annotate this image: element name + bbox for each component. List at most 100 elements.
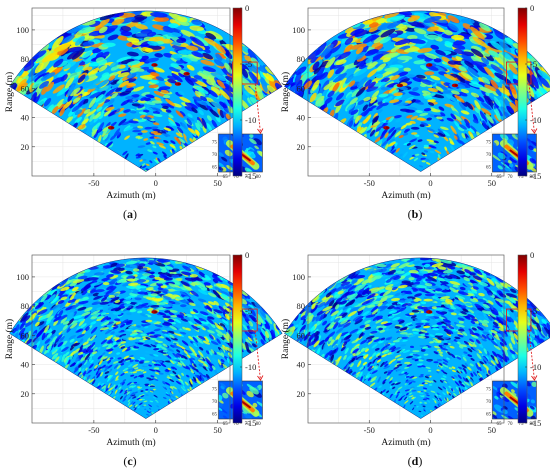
colorbar-tick-label: -5 (245, 306, 252, 316)
inset-frame (492, 380, 537, 420)
zoom-source-box (232, 308, 258, 332)
inset-x-tick-label: 75 (245, 175, 251, 180)
speckle-field (9, 10, 283, 172)
y-tick-label: 40 (21, 360, 30, 370)
inset-y-tick-label: 65 (212, 413, 218, 418)
axes-frame (31, 7, 231, 177)
inset-x-tick-label: 80 (530, 422, 536, 427)
inset-x-tick-label: 70 (234, 175, 240, 180)
inset-x-tick-label: 70 (508, 175, 514, 180)
y-tick-label: 20 (297, 142, 306, 152)
colorbar-tick-label: 0 (245, 3, 249, 13)
colorbar-tick-label: -15 (245, 171, 256, 181)
x-tick-label: -50 (364, 425, 375, 435)
y-tick-label: 20 (21, 389, 30, 399)
axes-frame (307, 7, 505, 177)
colorbar (232, 254, 243, 424)
panel-c: 65 70 75 80 65 70 75 -50 0 50 20 40 60 80 100 Azimuth (… (0, 237, 283, 474)
inset-x-tick-label: 70 (234, 422, 240, 427)
inset-x-tick-label: 75 (519, 422, 525, 427)
inset-y-tick-label: 75 (486, 387, 492, 392)
y-axis-label: Range (m) (4, 319, 15, 359)
y-tick-label: 100 (16, 272, 29, 282)
y-tick-label: 80 (21, 54, 30, 64)
colorbar (517, 254, 528, 424)
speckle-field (284, 10, 550, 168)
y-tick-label: 100 (292, 272, 305, 282)
inset-x-tick-label: 70 (508, 422, 514, 427)
inset-x-tick-label: 65 (497, 422, 503, 427)
y-axis-label: Range (m) (280, 72, 291, 112)
panel-a: 65 70 75 80 65 70 75 -50 0 50 20 40 60 80 100 Azimuth (… (0, 0, 283, 237)
panel-b: 65 70 75 80 65 70 75 -50 0 50 20 40 60 80 100 Azimuth (… (275, 0, 550, 237)
inset-image (492, 134, 537, 172)
inset-y-tick-label: 65 (486, 413, 492, 418)
caption-c: (c) (123, 454, 137, 468)
colorbar-tick-label: -5 (245, 59, 252, 69)
x-tick-label: 50 (213, 178, 222, 188)
colorbar-tick-label: -5 (530, 59, 537, 69)
zoom-arrow (528, 83, 535, 134)
y-tick-label: 20 (297, 389, 306, 399)
x-axis-label: Azimuth (m) (381, 190, 430, 201)
colorbar (517, 7, 528, 177)
y-axis-label: Range (m) (280, 319, 291, 359)
x-tick-label: 50 (488, 178, 497, 188)
caption-d: (d) (407, 454, 423, 468)
inset-y-tick-label: 65 (486, 166, 492, 171)
y-tick-label: 60 (297, 330, 306, 340)
inset-x-tick-label: 65 (497, 175, 503, 180)
y-tick-label: 60 (297, 83, 306, 93)
colorbar-tick-label: 0 (530, 3, 534, 13)
panel-d: 65 70 75 80 65 70 75 -50 0 50 20 40 60 80 100 Azimuth (… (275, 237, 550, 474)
colorbar-tick-label: -15 (530, 171, 541, 181)
inset-y-tick-label: 70 (486, 153, 492, 158)
inset-y-tick-label: 70 (212, 153, 218, 158)
caption-a: (a) (123, 207, 137, 221)
x-tick-label: 50 (213, 425, 222, 435)
y-tick-label: 40 (297, 113, 306, 123)
y-tick-label: 20 (21, 142, 30, 152)
x-tick-label: -50 (88, 425, 99, 435)
colorbar-tick-label: -10 (530, 115, 541, 125)
zoom-arrowhead (257, 128, 264, 134)
inset-x-tick-label: 80 (530, 175, 536, 180)
x-tick-label: 0 (154, 425, 158, 435)
y-tick-label: 80 (297, 301, 306, 311)
colorbar-tick-label: -10 (530, 362, 541, 372)
y-tick-label: 60 (21, 83, 30, 93)
colorbar-tick-label: -5 (530, 306, 537, 316)
colorbar-tick-label: -10 (245, 115, 256, 125)
y-tick-label: 100 (16, 25, 29, 35)
inset-x-tick-label: 65 (223, 422, 229, 427)
inset-y-tick-label: 75 (212, 387, 218, 392)
inset-y-tick-label: 75 (486, 140, 492, 145)
axes-frame (307, 254, 505, 424)
inset-image (218, 134, 263, 172)
colorbar (232, 7, 243, 177)
y-tick-label: 40 (297, 360, 306, 370)
colorbar-tick-label: -15 (245, 418, 256, 428)
zoom-source-box (232, 61, 258, 85)
zoom-arrowhead (257, 375, 264, 381)
y-tick-label: 80 (297, 54, 306, 64)
caption-b: (b) (407, 207, 423, 221)
x-axis-label: Azimuth (m) (106, 437, 155, 448)
axes-frame (31, 254, 231, 424)
colorbar-tick-label: 0 (245, 250, 249, 260)
x-tick-label: -50 (364, 178, 375, 188)
y-axis-label: Range (m) (4, 72, 15, 112)
inset-x-tick-label: 80 (256, 422, 262, 427)
x-axis-label: Azimuth (m) (381, 437, 430, 448)
inset-x-tick-label: 80 (256, 175, 262, 180)
x-tick-label: 0 (428, 425, 432, 435)
colorbar-tick-label: 0 (530, 250, 534, 260)
x-tick-label: 0 (428, 178, 432, 188)
x-tick-label: 0 (154, 178, 158, 188)
sector-outline (9, 257, 283, 419)
sector-outline (284, 257, 550, 419)
x-tick-label: -50 (88, 178, 99, 188)
